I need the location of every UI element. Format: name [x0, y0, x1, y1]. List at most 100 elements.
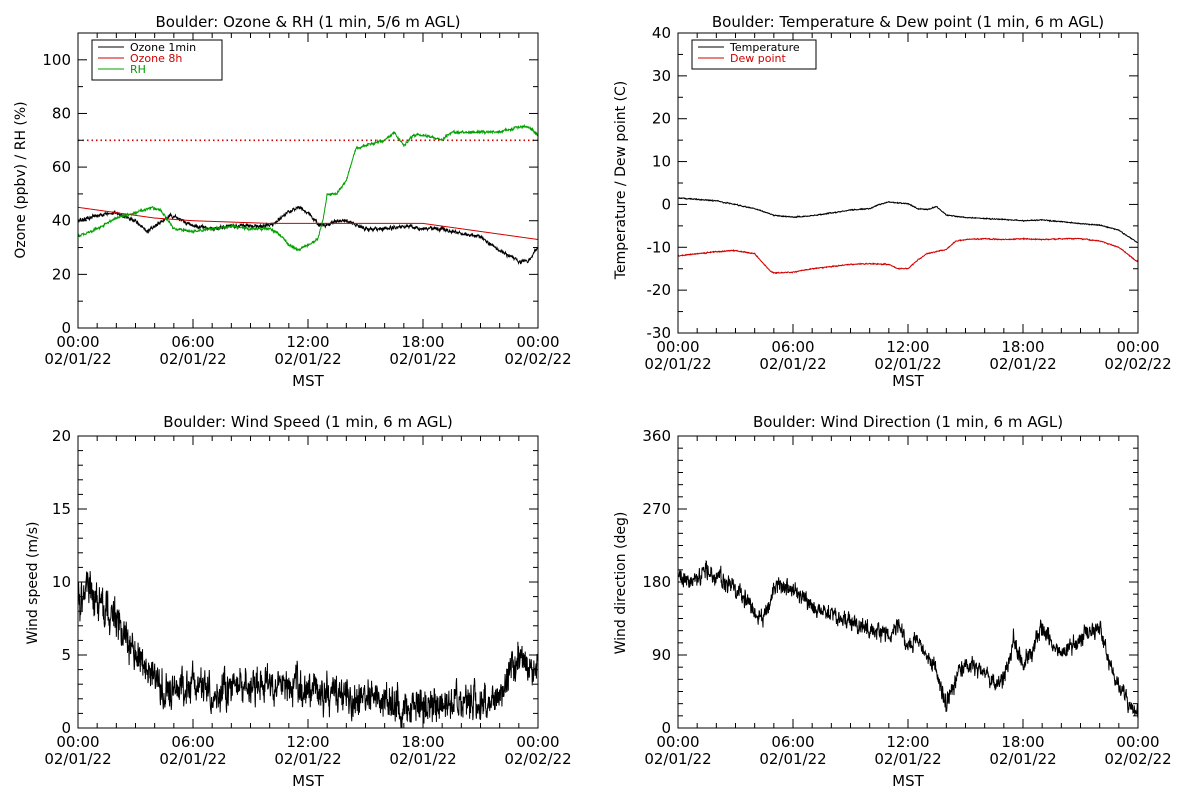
y-tick-label-wspd: 15 — [52, 500, 71, 518]
y-tick-label-temp: 40 — [652, 24, 671, 42]
y-tick-label-ozone: 100 — [42, 51, 71, 69]
y-tick-label-temp: 10 — [652, 153, 671, 171]
y-axis-label-wspd: Wind speed (m/s) — [25, 522, 41, 645]
y-tick-label-wdir: 0 — [661, 719, 671, 737]
x-axis-label-ozone: MST — [292, 372, 324, 390]
x-tick-label-time-ozone: 00:00 — [56, 333, 99, 351]
x-tick-label-date-ozone: 02/01/22 — [274, 350, 341, 368]
series-line-ozone-2 — [78, 123, 538, 252]
legend-label-temp: Temperature — [729, 41, 800, 54]
x-tick-label-time-wspd: 12:00 — [286, 733, 329, 751]
y-tick-label-wdir: 180 — [642, 573, 671, 591]
x-tick-label-time-wdir: 12:00 — [886, 733, 929, 751]
series-line-ozone-0 — [78, 205, 538, 266]
y-tick-label-temp: -20 — [647, 281, 672, 299]
panel-temp: Boulder: Temperature & Dew point (1 min,… — [613, 13, 1104, 390]
x-tick-label-date-ozone: 02/01/22 — [44, 350, 111, 368]
panel-ozone: Boulder: Ozone & RH (1 min, 5/6 m AGL) O… — [13, 13, 461, 390]
y-tick-label-wdir: 360 — [642, 427, 671, 445]
x-tick-label-time-ozone: 06:00 — [171, 333, 214, 351]
x-tick-label-time-temp: 06:00 — [771, 338, 814, 356]
x-tick-label-time-temp: 00:00 — [656, 338, 699, 356]
legend-label-ozone: RH — [130, 63, 146, 76]
chart-title-wdir: Boulder: Wind Direction (1 min, 6 m AGL) — [753, 413, 1063, 431]
x-tick-label-time-ozone: 00:00 — [516, 333, 559, 351]
x-tick-label-date-temp: 02/02/22 — [1104, 355, 1171, 373]
x-tick-label-time-wspd: 06:00 — [171, 733, 214, 751]
legend-box-temp — [691, 39, 817, 70]
axes-temp: -30-20-1001020304000:0002/01/2206:0002/0… — [644, 24, 1171, 373]
y-tick-label-wdir: 90 — [652, 646, 671, 664]
x-tick-label-date-ozone: 02/02/22 — [504, 350, 571, 368]
x-tick-label-date-wspd: 02/01/22 — [389, 750, 456, 768]
plot-wspd: 0510152000:0002/01/2206:0002/01/2212:000… — [44, 427, 571, 768]
x-tick-label-time-wspd: 00:00 — [516, 733, 559, 751]
x-tick-label-time-wdir: 06:00 — [771, 733, 814, 751]
axes-wspd: 0510152000:0002/01/2206:0002/01/2212:000… — [44, 427, 571, 768]
legend-label-ozone: Ozone 8h — [130, 52, 182, 65]
x-tick-label-date-temp: 02/01/22 — [644, 355, 711, 373]
axes-wdir: 09018027036000:0002/01/2206:0002/01/2212… — [642, 427, 1171, 768]
x-tick-label-time-wspd: 18:00 — [401, 733, 444, 751]
y-tick-label-ozone: 20 — [52, 265, 71, 283]
x-tick-label-date-temp: 02/01/22 — [989, 355, 1056, 373]
y-tick-label-temp: 0 — [661, 195, 671, 213]
y-tick-label-wspd: 5 — [61, 646, 71, 664]
x-tick-label-date-wspd: 02/01/22 — [274, 750, 341, 768]
x-tick-label-date-wspd: 02/02/22 — [504, 750, 571, 768]
x-tick-label-time-wdir: 18:00 — [1001, 733, 1044, 751]
y-axis-label-wdir: Wind direction (deg) — [613, 512, 629, 655]
x-tick-label-time-wdir: 00:00 — [1116, 733, 1159, 751]
y-tick-label-temp: -30 — [647, 324, 672, 342]
y-tick-label-wspd: 10 — [52, 573, 71, 591]
y-tick-label-wspd: 0 — [61, 719, 71, 737]
x-tick-label-time-ozone: 18:00 — [401, 333, 444, 351]
series-line-temp-0 — [678, 196, 1138, 244]
x-tick-label-time-temp: 00:00 — [1116, 338, 1159, 356]
x-tick-label-time-wdir: 00:00 — [656, 733, 699, 751]
x-tick-label-date-ozone: 02/01/22 — [159, 350, 226, 368]
plot-ozone: 02040608010000:0002/01/2206:0002/01/2212… — [42, 32, 572, 368]
x-tick-label-date-wdir: 02/01/22 — [644, 750, 711, 768]
y-tick-label-ozone: 60 — [52, 158, 71, 176]
chart-title-temp: Boulder: Temperature & Dew point (1 min,… — [712, 13, 1104, 31]
x-axis-label-wspd: MST — [292, 772, 324, 790]
x-tick-label-date-wdir: 02/01/22 — [759, 750, 826, 768]
x-tick-label-date-ozone: 02/01/22 — [389, 350, 456, 368]
x-tick-label-date-temp: 02/01/22 — [874, 355, 941, 373]
x-tick-label-time-ozone: 12:00 — [286, 333, 329, 351]
legend-label-ozone: Ozone 1min — [130, 41, 196, 54]
plot-frame-wdir — [677, 435, 1139, 729]
series-line-wspd-0 — [78, 571, 538, 728]
y-axis-label-temp: Temperature / Dew point (C) — [613, 81, 629, 280]
x-axis-label-wdir: MST — [892, 772, 924, 790]
x-axis-label-temp: MST — [892, 372, 924, 390]
legend-label-temp: Dew point — [730, 52, 786, 65]
y-tick-label-ozone: 0 — [61, 319, 71, 337]
x-tick-label-time-wspd: 00:00 — [56, 733, 99, 751]
series-line-wdir-0 — [678, 560, 1138, 718]
series-line-temp-1 — [678, 237, 1138, 275]
y-tick-label-wdir: 270 — [642, 500, 671, 518]
plot-temp: -30-20-1001020304000:0002/01/2206:0002/0… — [644, 24, 1171, 373]
x-tick-label-date-temp: 02/01/22 — [759, 355, 826, 373]
x-tick-label-date-wdir: 02/02/22 — [1104, 750, 1171, 768]
x-tick-label-date-wdir: 02/01/22 — [989, 750, 1056, 768]
panel-wspd: Boulder: Wind Speed (1 min, 6 m AGL) Win… — [25, 413, 453, 790]
x-tick-label-date-wspd: 02/01/22 — [44, 750, 111, 768]
y-tick-label-temp: 20 — [652, 110, 671, 128]
axes-ozone: 02040608010000:0002/01/2206:0002/01/2212… — [42, 32, 572, 368]
x-tick-label-time-temp: 18:00 — [1001, 338, 1044, 356]
y-axis-label-ozone: Ozone (ppbv) / RH (%) — [13, 101, 29, 258]
y-tick-label-temp: 30 — [652, 67, 671, 85]
x-tick-label-date-wdir: 02/01/22 — [874, 750, 941, 768]
y-tick-label-temp: -10 — [647, 238, 672, 256]
series-line-ozone-1 — [78, 206, 538, 240]
plot-wdir: 09018027036000:0002/01/2206:0002/01/2212… — [642, 427, 1171, 768]
y-tick-label-ozone: 80 — [52, 104, 71, 122]
x-tick-label-time-temp: 12:00 — [886, 338, 929, 356]
x-tick-label-date-wspd: 02/01/22 — [159, 750, 226, 768]
